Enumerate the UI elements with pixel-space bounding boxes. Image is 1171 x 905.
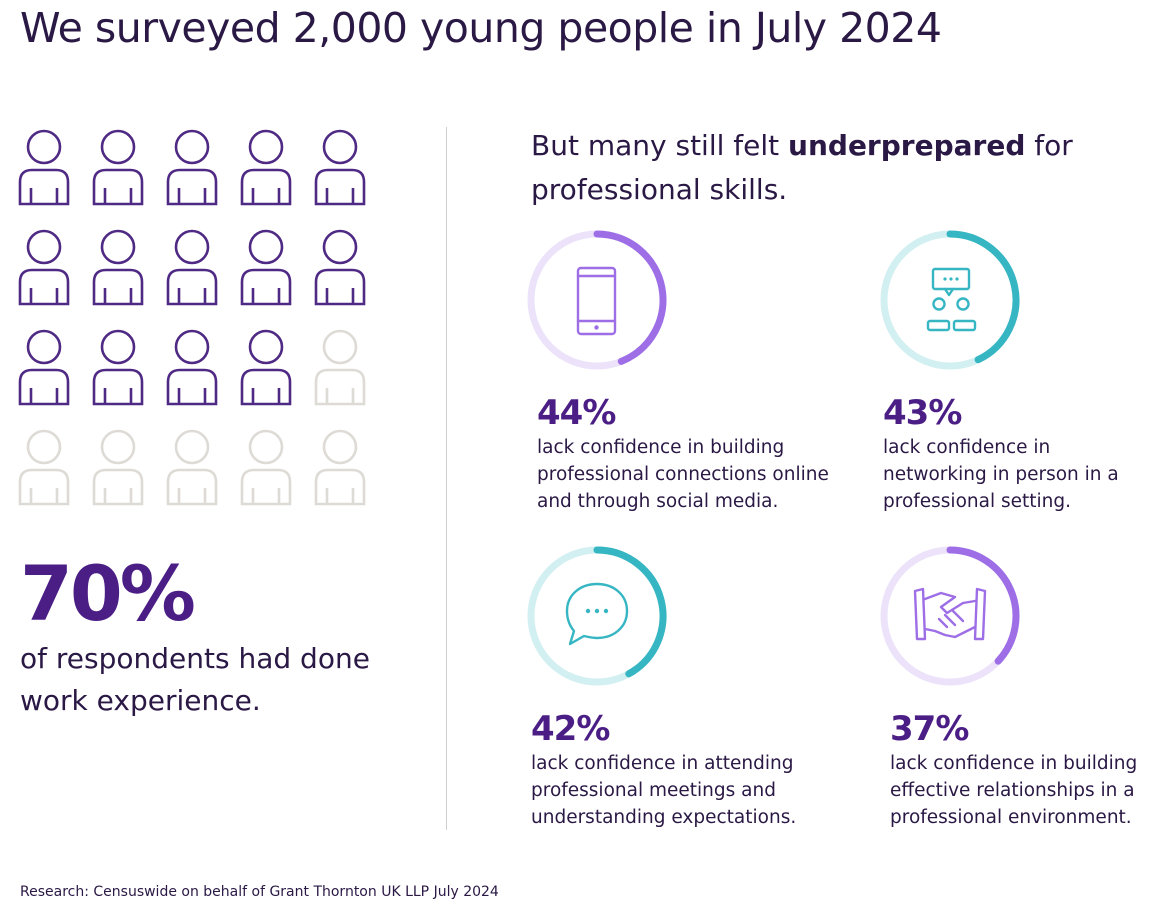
stat-description: lack confidence in attending professional…: [531, 753, 797, 828]
donut-arc: [593, 230, 667, 365]
intro-emphasis: underprepared: [788, 129, 1026, 162]
person-icon: [314, 229, 366, 306]
caption-line: of respondents had done: [20, 642, 370, 675]
people-grid: [18, 129, 366, 506]
person-icon: [240, 329, 292, 406]
person-icon: [166, 429, 218, 506]
person-icon: [240, 229, 292, 306]
stat-percent: 43%: [883, 393, 962, 433]
smartphone-icon: [576, 266, 617, 336]
person-icon: [240, 429, 292, 506]
networking-people-icon: [926, 267, 977, 332]
person-icon: [92, 329, 144, 406]
stat-description: lack confidence in building effective rel…: [890, 753, 1138, 828]
donut-ring: [527, 230, 667, 370]
person-icon: [240, 129, 292, 206]
person-icon: [314, 129, 366, 206]
stat-description: lack confidence in building professional …: [537, 437, 829, 512]
donut-arc: [946, 546, 1020, 665]
caption-line: work experience.: [20, 684, 261, 717]
speech-bubble-icon: [565, 582, 629, 646]
stat-percent: 44%: [537, 393, 616, 433]
divider: [446, 127, 447, 830]
donut-ring: [527, 546, 667, 686]
person-icon: [166, 329, 218, 406]
stat-description: lack confidence in networking in person i…: [883, 437, 1119, 512]
handshake-icon: [913, 587, 987, 641]
person-icon: [166, 129, 218, 206]
person-icon: [18, 129, 70, 206]
donut-ring: [880, 230, 1020, 370]
donut-arc: [593, 546, 667, 678]
person-icon: [92, 129, 144, 206]
person-icon: [18, 329, 70, 406]
person-icon: [166, 229, 218, 306]
person-icon: [92, 229, 144, 306]
page-title: We surveyed 2,000 young people in July 2…: [20, 4, 942, 52]
person-icon: [314, 429, 366, 506]
person-icon: [92, 429, 144, 506]
person-icon: [18, 229, 70, 306]
donut-ring: [880, 546, 1020, 686]
intro-text: But many still felt underprepared for pr…: [531, 129, 1073, 206]
donut-arc: [946, 230, 1020, 364]
work-experience-caption: of respondents had done work experience.: [20, 638, 420, 722]
stat-percent: 37%: [890, 709, 969, 749]
source-note: Research: Censuswide on behalf of Grant …: [20, 884, 499, 900]
person-icon: [18, 429, 70, 506]
stat-percent: 42%: [531, 709, 610, 749]
person-icon: [314, 329, 366, 406]
work-experience-stat: 70%: [20, 549, 196, 638]
